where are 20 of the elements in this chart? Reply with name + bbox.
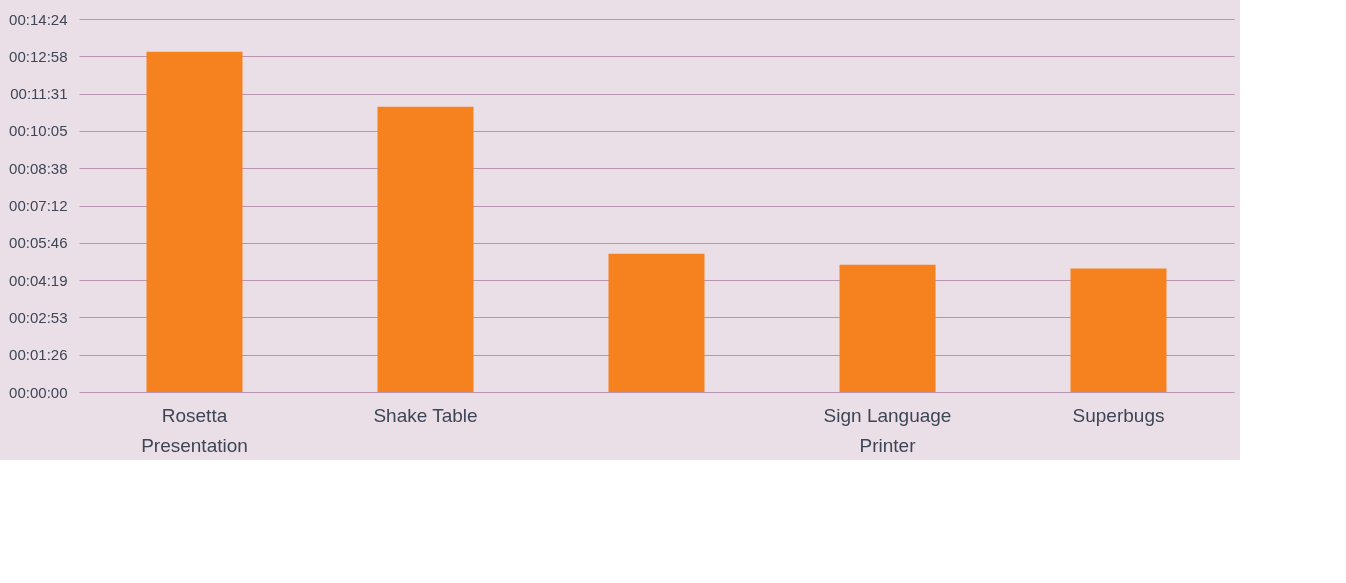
bar	[146, 51, 243, 392]
x-tick-label: Shake Table	[373, 404, 478, 426]
x-tick-label: Sign Language Printer	[823, 404, 952, 456]
y-tick-label: 00:10:05	[9, 122, 68, 140]
x-tick-label: Rosetta Presentation	[141, 404, 248, 456]
bar	[839, 264, 936, 392]
y-tick-label: 00:02:53	[9, 308, 68, 326]
y-tick-label: 00:14:24	[9, 10, 68, 28]
y-tick-label: 00:07:12	[9, 197, 68, 214]
y-tick-label: 00:11:31	[10, 85, 68, 103]
y-tick-label: 00:01:26	[9, 346, 68, 364]
x-tick-label: Superbugs	[1072, 404, 1165, 426]
y-tick-label: 00:04:19	[9, 271, 68, 289]
bar	[608, 253, 705, 392]
bar	[1070, 268, 1167, 392]
bar	[377, 106, 474, 392]
y-tick-label: 00:05:46	[9, 234, 68, 252]
y-tick-label: 00:12:58	[9, 47, 68, 65]
y-tick-label: 00:00:00	[9, 383, 68, 401]
y-tick-label: 00:08:38	[9, 159, 68, 177]
